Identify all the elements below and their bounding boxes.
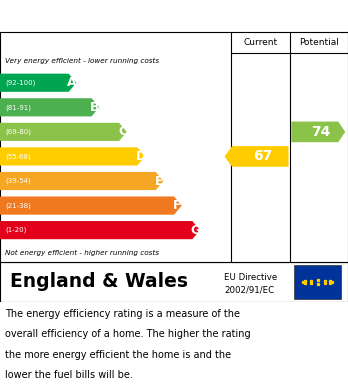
Text: England & Wales: England & Wales — [10, 273, 188, 291]
Polygon shape — [0, 123, 127, 141]
Text: E: E — [155, 174, 164, 188]
Text: B: B — [90, 101, 100, 114]
Text: Very energy efficient - lower running costs: Very energy efficient - lower running co… — [5, 58, 159, 64]
Text: D: D — [136, 150, 146, 163]
Text: EU Directive: EU Directive — [224, 273, 278, 282]
Text: Not energy efficient - higher running costs: Not energy efficient - higher running co… — [5, 250, 159, 256]
Polygon shape — [0, 74, 76, 92]
Text: (69-80): (69-80) — [5, 129, 31, 135]
Text: Energy Efficiency Rating: Energy Efficiency Rating — [9, 7, 249, 25]
Polygon shape — [224, 146, 288, 167]
Text: C: C — [118, 126, 127, 138]
Text: (1-20): (1-20) — [5, 227, 26, 233]
Text: G: G — [191, 224, 201, 237]
Text: 2002/91/EC: 2002/91/EC — [224, 285, 275, 294]
Text: overall efficiency of a home. The higher the rating: overall efficiency of a home. The higher… — [5, 330, 251, 339]
Text: (81-91): (81-91) — [5, 104, 31, 111]
Polygon shape — [0, 98, 99, 117]
Text: Potential: Potential — [299, 38, 339, 47]
Text: F: F — [173, 199, 182, 212]
Polygon shape — [0, 172, 163, 190]
Text: 67: 67 — [253, 149, 273, 163]
Text: (92-100): (92-100) — [5, 79, 35, 86]
Text: (55-68): (55-68) — [5, 153, 31, 160]
Text: (21-38): (21-38) — [5, 202, 31, 209]
Text: (39-54): (39-54) — [5, 178, 31, 184]
Bar — [294, 265, 341, 299]
Polygon shape — [291, 122, 345, 142]
Polygon shape — [0, 147, 145, 165]
Text: Current: Current — [243, 38, 277, 47]
Polygon shape — [0, 221, 200, 239]
Text: 74: 74 — [311, 125, 330, 139]
Text: The energy efficiency rating is a measure of the: The energy efficiency rating is a measur… — [5, 309, 240, 319]
Polygon shape — [0, 197, 182, 215]
Text: lower the fuel bills will be.: lower the fuel bills will be. — [5, 371, 133, 380]
Text: A: A — [68, 76, 77, 89]
Text: the more energy efficient the home is and the: the more energy efficient the home is an… — [5, 350, 231, 360]
